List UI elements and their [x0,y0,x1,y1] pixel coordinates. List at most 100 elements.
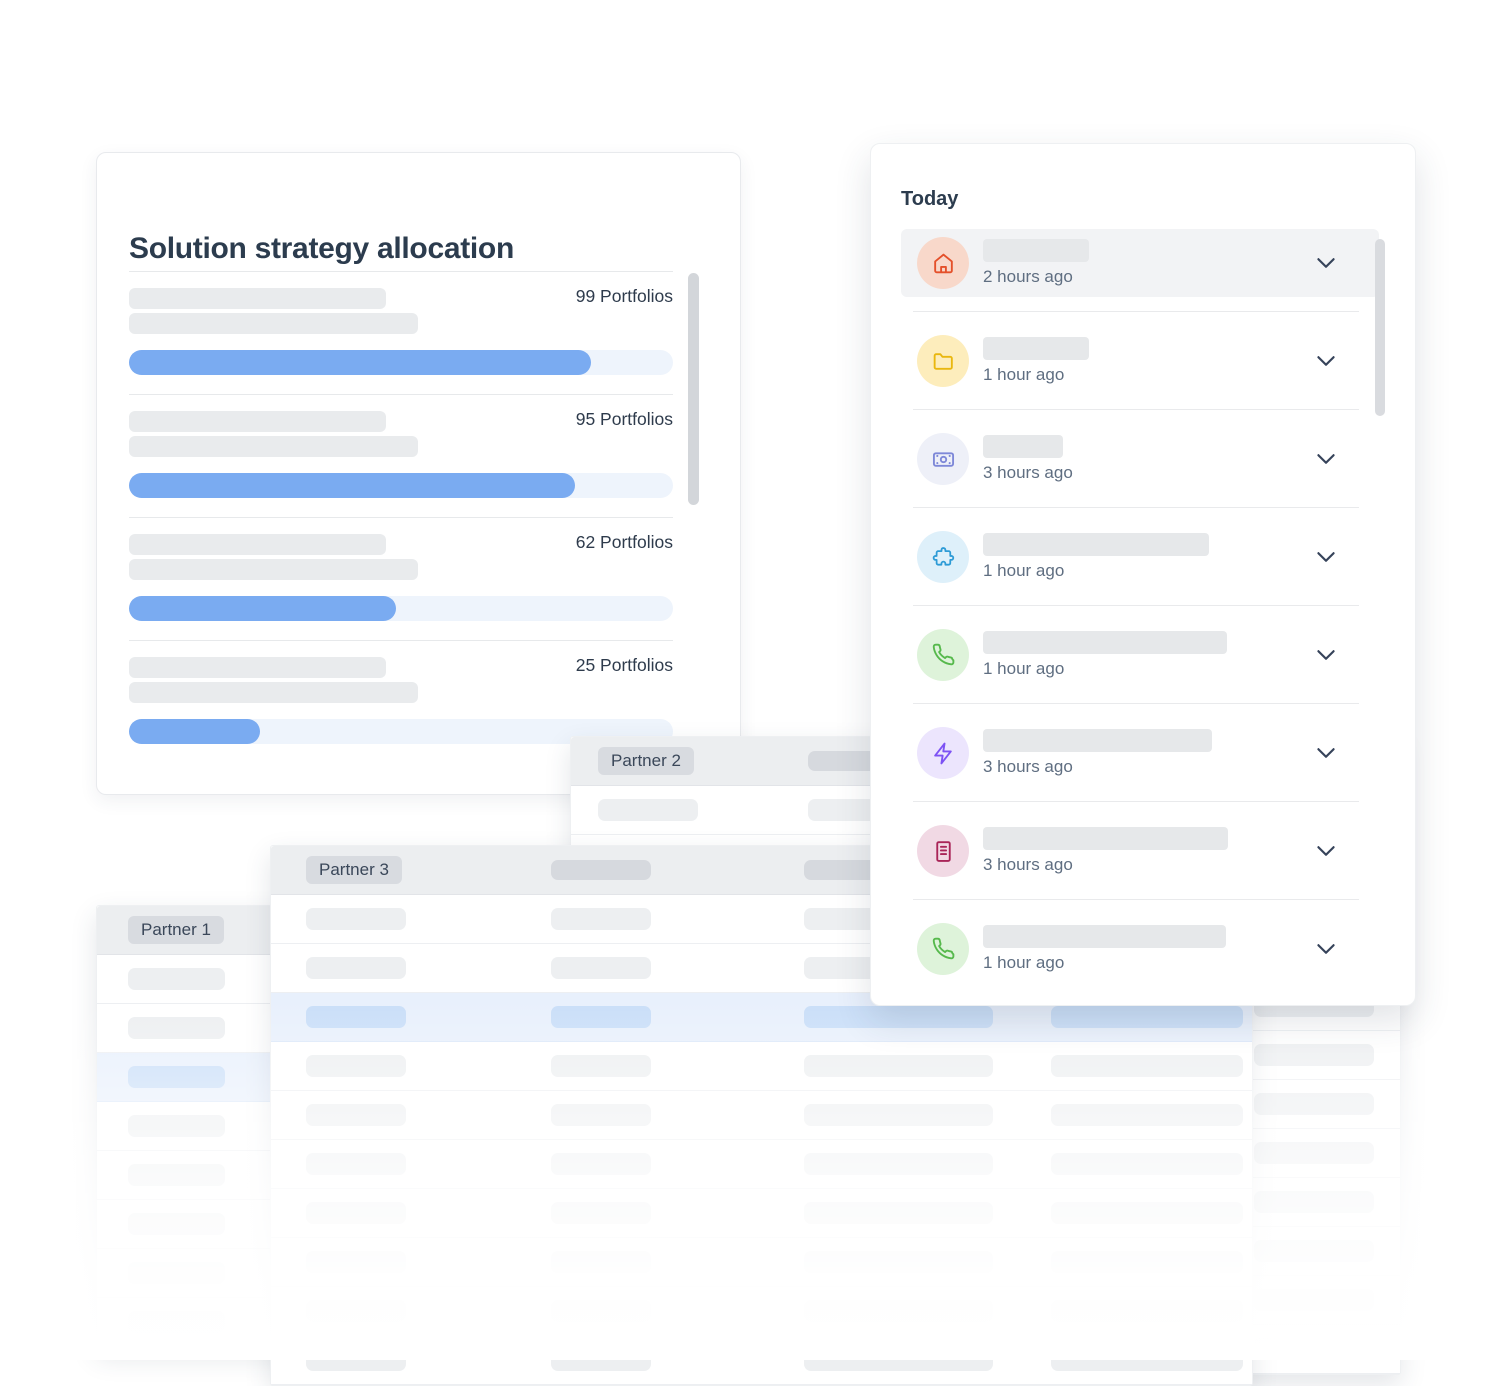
cell-skeleton [804,1349,993,1371]
scrollbar-thumb[interactable] [688,273,699,505]
activity-content: 3 hours ago [983,729,1212,777]
card-title: Solution strategy allocation [129,231,514,265]
cell-skeleton [128,1164,225,1186]
activity-timestamp: 3 hours ago [983,463,1073,482]
cell-skeleton [551,1006,651,1028]
chevron-down-icon[interactable] [1313,250,1339,276]
cell-skeleton [306,1349,406,1371]
activity-title-skeleton [983,827,1228,850]
activity-timestamp: 1 hour ago [983,561,1065,580]
cell-skeleton [306,1153,406,1175]
activity-item[interactable]: 1 hour ago [901,523,1379,591]
divider [913,605,1359,606]
lightning-icon [917,727,969,779]
cell-skeleton [306,1055,406,1077]
activity-content: 2 hours ago [983,239,1089,287]
table-row[interactable] [271,1042,1252,1091]
table-row[interactable] [271,1287,1252,1336]
cell-skeleton [1254,1093,1374,1115]
cell-skeleton [804,1055,993,1077]
activity-content: 1 hour ago [983,337,1089,385]
chevron-down-icon[interactable] [1313,740,1339,766]
cell-skeleton [1254,1289,1374,1311]
activity-timestamp: 1 hour ago [983,953,1065,972]
strategy-subtitle-skeleton [129,436,418,457]
table-row[interactable] [271,1238,1252,1287]
table-title-badge: Partner 1 [128,916,224,944]
cell-skeleton [551,1055,651,1077]
cell-skeleton [1254,1338,1374,1360]
cell-skeleton [551,1104,651,1126]
strategy-subtitle-skeleton [129,682,418,703]
cell-skeleton [128,1066,225,1088]
phone-icon [917,629,969,681]
cell-skeleton [1051,1251,1243,1273]
cell-skeleton [306,1202,406,1224]
puzzle-icon [917,531,969,583]
table-row[interactable] [271,1091,1252,1140]
chevron-down-icon[interactable] [1313,936,1339,962]
chevron-down-icon[interactable] [1313,838,1339,864]
activity-content: 3 hours ago [983,827,1228,875]
activity-item[interactable]: 3 hours ago [901,425,1379,493]
strategy-name-skeleton [129,411,386,432]
cell-skeleton [804,1251,993,1273]
cell-skeleton [551,1202,651,1224]
cell-skeleton [1254,1044,1374,1066]
cell-skeleton [1254,1240,1374,1262]
scrollbar-thumb[interactable] [1375,239,1385,416]
activity-item[interactable]: 1 hour ago [901,915,1379,983]
activity-item[interactable]: 2 hours ago [901,229,1379,297]
table-title-badge: Partner 3 [306,856,402,884]
cell-skeleton [1051,1300,1243,1322]
activity-content: 1 hour ago [983,631,1227,679]
divider [913,703,1359,704]
cell-skeleton [1254,1142,1374,1164]
table-row[interactable] [271,1336,1252,1385]
table-row[interactable] [271,1140,1252,1189]
chevron-down-icon[interactable] [1313,446,1339,472]
chevron-down-icon[interactable] [1313,544,1339,570]
folder-icon [917,335,969,387]
activity-item[interactable]: 1 hour ago [901,621,1379,689]
allocation-row: 95 Portfolios [129,394,673,517]
activity-title-skeleton [983,239,1089,262]
activity-timestamp: 1 hour ago [983,659,1065,678]
divider [913,311,1359,312]
chevron-down-icon[interactable] [1313,642,1339,668]
cell-skeleton [551,1153,651,1175]
cell-skeleton [551,1251,651,1273]
document-icon [917,825,969,877]
allocation-list: 99 Portfolios 95 Portfolios 62 Portfolio… [129,271,673,763]
activity-item[interactable]: 3 hours ago [901,817,1379,885]
activity-title-skeleton [983,337,1089,360]
home-icon [917,237,969,289]
strategy-subtitle-skeleton [129,559,418,580]
cell-skeleton [1051,1006,1243,1028]
allocation-bar-fill [129,350,592,375]
cell-skeleton [804,1104,993,1126]
activity-item[interactable]: 3 hours ago [901,719,1379,787]
allocation-bar-track [129,473,673,498]
table-row[interactable] [271,1189,1252,1238]
activity-timestamp: 3 hours ago [983,855,1073,874]
allocation-bar-track [129,350,673,375]
cell-skeleton [551,1349,651,1371]
allocation-bar-track [129,596,673,621]
activity-item[interactable]: 1 hour ago [901,327,1379,395]
portfolio-count-label: 95 Portfolios [575,409,673,429]
cell-skeleton [306,1104,406,1126]
activity-title-skeleton [983,925,1226,948]
portfolio-count-label: 25 Portfolios [575,655,673,675]
allocation-bar-track [129,719,673,744]
allocation-bar-fill [129,596,396,621]
table-title-badge: Partner 2 [598,747,694,775]
portfolio-count-label: 62 Portfolios [575,532,673,552]
activity-timestamp: 3 hours ago [983,757,1073,776]
activity-content: 1 hour ago [983,925,1226,973]
panel-title: Today [901,188,959,210]
cell-skeleton [128,1262,225,1284]
cell-skeleton [128,1115,225,1137]
activity-title-skeleton [983,729,1212,752]
chevron-down-icon[interactable] [1313,348,1339,374]
